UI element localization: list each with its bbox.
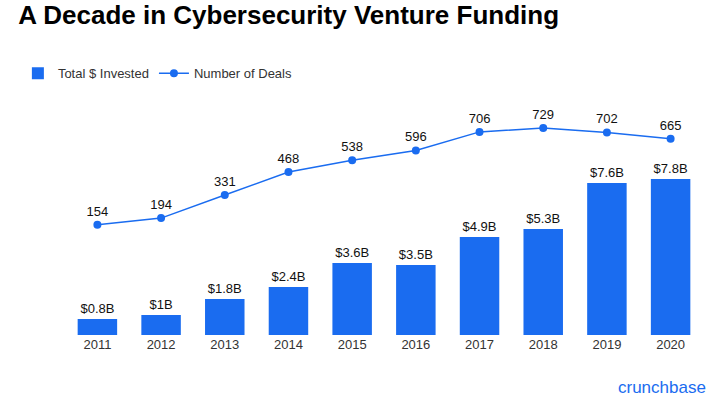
svg-text:154: 154 [87, 204, 109, 219]
svg-text:A Decade in Cybersecurity Vent: A Decade in Cybersecurity Venture Fundin… [18, 0, 559, 30]
svg-text:$3.5B: $3.5B [399, 247, 433, 262]
svg-text:2016: 2016 [401, 337, 430, 352]
svg-text:2018: 2018 [529, 337, 558, 352]
svg-text:2017: 2017 [465, 337, 494, 352]
svg-text:706: 706 [469, 111, 491, 126]
svg-text:$4.9B: $4.9B [463, 219, 497, 234]
svg-text:596: 596 [405, 129, 427, 144]
svg-text:2020: 2020 [656, 337, 685, 352]
svg-text:538: 538 [341, 139, 363, 154]
svg-text:$0.8B: $0.8B [80, 301, 114, 316]
svg-text:2015: 2015 [338, 337, 367, 352]
svg-text:Number of Deals: Number of Deals [194, 66, 292, 81]
svg-text:702: 702 [596, 111, 618, 126]
svg-text:$7.8B: $7.8B [654, 161, 688, 176]
svg-text:$1.8B: $1.8B [208, 281, 242, 296]
svg-text:331: 331 [214, 174, 236, 189]
svg-text:2012: 2012 [147, 337, 176, 352]
svg-text:$2.4B: $2.4B [271, 269, 305, 284]
svg-text:194: 194 [150, 197, 172, 212]
svg-text:$1B: $1B [150, 297, 173, 312]
svg-text:729: 729 [532, 107, 554, 122]
svg-text:468: 468 [278, 151, 300, 166]
svg-text:2019: 2019 [592, 337, 621, 352]
svg-text:2013: 2013 [210, 337, 239, 352]
svg-text:$7.6B: $7.6B [590, 165, 624, 180]
svg-text:665: 665 [660, 118, 682, 133]
svg-text:2014: 2014 [274, 337, 303, 352]
svg-text:$5.3B: $5.3B [526, 211, 560, 226]
svg-text:2011: 2011 [83, 337, 111, 352]
svg-text:crunchbase: crunchbase [618, 378, 706, 397]
svg-text:$3.6B: $3.6B [335, 245, 369, 260]
svg-text:Total $ Invested: Total $ Invested [58, 66, 149, 81]
